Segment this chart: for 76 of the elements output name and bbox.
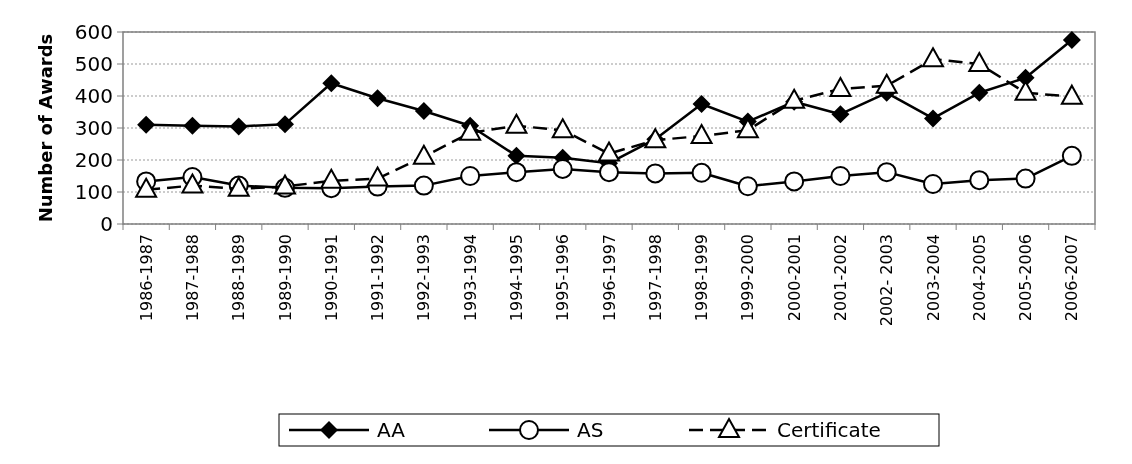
- point: [551, 118, 574, 139]
- point: [414, 102, 433, 121]
- y-tick-label: 100: [74, 180, 113, 204]
- x-tick-label: 2001-2002: [831, 234, 851, 322]
- point: [322, 74, 341, 93]
- point: [922, 47, 944, 68]
- x-tick-label: 1986-1987: [136, 234, 156, 322]
- point: [737, 176, 758, 197]
- x-tick-label: 2000-2001: [784, 234, 804, 322]
- x-tick-label: 1994-1995: [507, 234, 527, 322]
- point: [691, 162, 712, 183]
- y-tick-label: 200: [74, 148, 113, 172]
- point: [1015, 168, 1036, 189]
- point: [505, 113, 528, 134]
- x-tick-label: 1991-1992: [368, 234, 388, 322]
- x-tick-label: 1996-1997: [599, 234, 619, 322]
- point: [412, 144, 435, 165]
- point: [229, 117, 248, 136]
- point: [692, 95, 711, 113]
- point: [507, 146, 526, 165]
- x-tick-label: 1992-1993: [414, 234, 434, 322]
- point: [645, 163, 666, 184]
- point: [783, 88, 806, 109]
- point: [969, 170, 990, 191]
- point: [970, 83, 989, 102]
- x-tick-label: 2002- 2003: [877, 234, 897, 327]
- x-tick-label: 2006-2007: [1062, 234, 1082, 322]
- point: [368, 89, 387, 108]
- x-tick-label: 2003-2004: [923, 234, 943, 322]
- x-tick-label: 1997-1998: [645, 234, 665, 322]
- point: [1061, 145, 1082, 166]
- y-tick-label: 500: [74, 52, 113, 76]
- legend-label: Certificate: [777, 418, 881, 442]
- x-tick-label: 1995-1996: [553, 234, 573, 322]
- point: [181, 173, 204, 194]
- point: [968, 52, 991, 72]
- y-tick-label: 600: [74, 20, 113, 44]
- point: [830, 166, 851, 186]
- point: [690, 124, 713, 144]
- point: [876, 162, 897, 183]
- x-tick-label: 2005-2006: [1016, 234, 1036, 322]
- point: [1062, 31, 1081, 49]
- x-tick-label: 1988-1989: [229, 234, 249, 322]
- point: [1060, 84, 1083, 105]
- y-tick-label: 400: [74, 84, 113, 108]
- point: [135, 177, 158, 198]
- point: [598, 141, 620, 162]
- y-tick-label: 300: [74, 116, 113, 140]
- legend-label: AA: [377, 418, 406, 442]
- point: [183, 116, 202, 135]
- point: [924, 109, 942, 128]
- point: [829, 76, 852, 97]
- x-tick-label: 1999-2000: [738, 234, 758, 322]
- point: [320, 168, 343, 189]
- y-axis-title: Number of Awards: [35, 33, 56, 223]
- point: [366, 166, 389, 187]
- point: [736, 118, 759, 139]
- legend-label: AS: [577, 418, 604, 442]
- point: [460, 166, 481, 186]
- x-tick-label: 1989-1990: [275, 234, 295, 322]
- point: [923, 174, 943, 194]
- point: [599, 162, 619, 183]
- y-tick-label: 0: [100, 212, 113, 236]
- point: [784, 171, 805, 192]
- point: [137, 115, 156, 134]
- x-tick-label: 1998-1999: [692, 234, 712, 322]
- point: [506, 162, 527, 183]
- x-tick-label: 2004-2005: [969, 234, 989, 322]
- x-tick-label: 1990-1991: [321, 234, 341, 322]
- point: [831, 105, 850, 124]
- point: [552, 158, 573, 179]
- x-tick-label: 1987-1988: [183, 234, 203, 322]
- point: [413, 175, 434, 196]
- point: [276, 115, 294, 134]
- x-tick-label: 1993-1994: [460, 234, 480, 322]
- point: [875, 73, 898, 94]
